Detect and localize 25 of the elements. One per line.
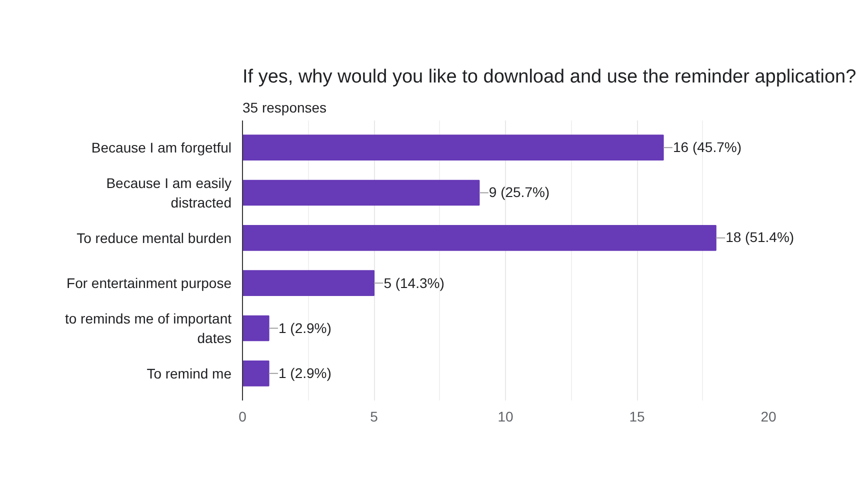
data-label: 1 (2.9%) — [278, 320, 332, 336]
chart-title: If yes, why would you like to download and use the reminder application? — [242, 66, 856, 88]
bar — [242, 180, 480, 206]
bar — [242, 270, 374, 296]
y-tick-label: to reminds me of important dates — [64, 310, 232, 346]
x-tick-label: 20 — [760, 408, 776, 424]
x-tick-label: 0 — [238, 408, 247, 424]
data-label: 16 (45.7%) — [673, 139, 742, 156]
data-label: 9 (25.7%) — [488, 184, 550, 200]
y-tick-label: Because I am easily distracted — [106, 175, 232, 210]
chart-subtitle: 35 responses — [242, 100, 327, 116]
data-label: 18 (51.4%) — [726, 229, 794, 246]
bar — [242, 225, 716, 251]
bar — [242, 360, 270, 386]
data-label: 5 (14.3%) — [384, 274, 444, 291]
y-tick-label: To remind me — [146, 365, 232, 382]
x-tick-label: 10 — [498, 408, 514, 424]
data-label: 1 (2.9%) — [278, 364, 332, 381]
y-tick-label: Because I am forgetful — [91, 140, 232, 156]
y-tick-label: For entertainment purpose — [66, 275, 232, 292]
x-tick-label: 5 — [370, 408, 378, 424]
x-tick-label: 15 — [629, 408, 645, 424]
bar — [242, 315, 270, 342]
y-tick-label: To reduce mental burden — [76, 230, 232, 246]
bar — [242, 134, 664, 161]
